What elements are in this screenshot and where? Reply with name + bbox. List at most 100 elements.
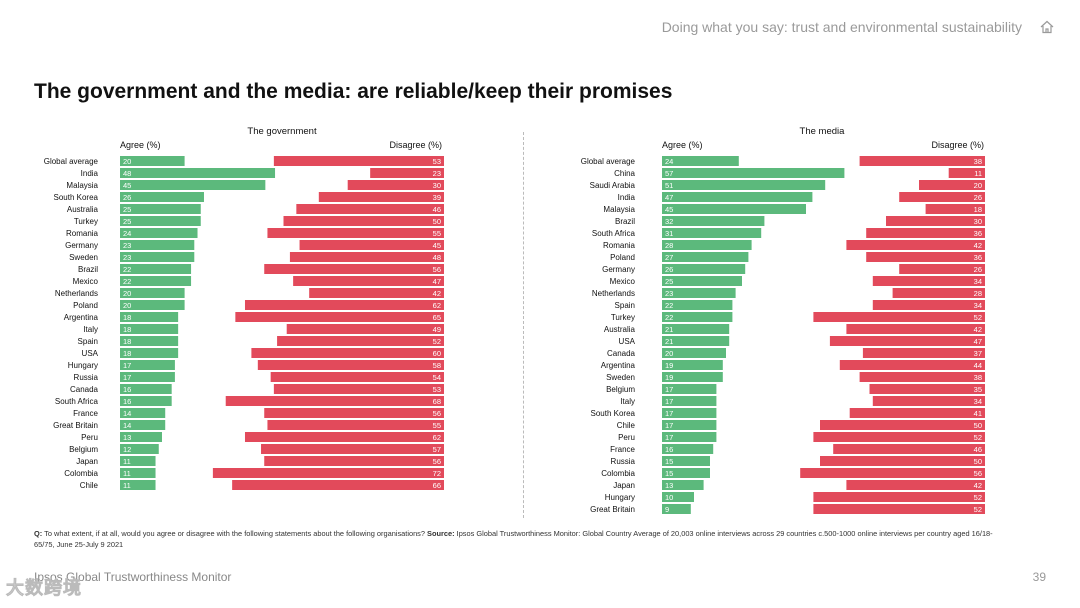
home-icon[interactable] (1040, 20, 1054, 34)
category-label: Russia (611, 457, 636, 466)
agree-bar (662, 252, 749, 262)
agree-bar (662, 396, 717, 406)
category-label: Japan (76, 457, 98, 466)
disagree-value: 30 (974, 217, 982, 226)
agree-value: 17 (123, 361, 131, 370)
disagree-value: 68 (433, 397, 441, 406)
agree-bar (662, 300, 733, 310)
disagree-bar (283, 216, 444, 226)
disagree-bar (347, 180, 444, 190)
disagree-bar (212, 468, 444, 478)
category-label: Belgium (69, 445, 98, 454)
disagree-bar (820, 420, 985, 430)
category-label: India (618, 193, 636, 202)
disagree-value: 46 (974, 445, 982, 454)
disagree-bar (267, 228, 444, 238)
agree-bar (120, 288, 185, 298)
category-label: Malaysia (603, 205, 635, 214)
disagree-axis-label: Disagree (%) (931, 140, 984, 150)
disagree-value: 42 (974, 325, 982, 334)
category-label: Argentina (64, 313, 99, 322)
agree-bar (662, 168, 845, 178)
agree-value: 18 (123, 325, 131, 334)
agree-bar (662, 312, 733, 322)
category-label: Colombia (64, 469, 98, 478)
disagree-bar (235, 312, 444, 322)
agree-axis-label: Agree (%) (120, 140, 161, 150)
disagree-bar (846, 240, 985, 250)
category-label: Germany (602, 265, 635, 274)
agree-value: 22 (123, 265, 131, 274)
disagree-value: 58 (433, 361, 441, 370)
agree-bar (662, 264, 746, 274)
category-label: South Africa (55, 397, 99, 406)
disagree-bar (244, 432, 444, 442)
disagree-bar (318, 192, 444, 202)
agree-value: 17 (665, 397, 673, 406)
agree-value: 25 (123, 217, 131, 226)
agree-bar (120, 300, 185, 310)
disagree-bar (286, 324, 444, 334)
disagree-value: 18 (974, 205, 982, 214)
agree-bar (662, 180, 826, 190)
category-label: Brazil (78, 265, 98, 274)
disagree-bar (257, 360, 444, 370)
disagree-bar (309, 288, 444, 298)
agree-value: 26 (665, 265, 673, 274)
disagree-bar (866, 252, 985, 262)
disagree-value: 20 (974, 181, 982, 190)
agree-bar (662, 444, 714, 454)
disagree-bar (925, 204, 985, 214)
disagree-bar (948, 168, 985, 178)
disagree-value: 37 (974, 349, 982, 358)
agree-value: 27 (665, 253, 673, 262)
disagree-value: 55 (433, 421, 441, 430)
category-label: India (81, 169, 99, 178)
agree-value: 21 (665, 325, 673, 334)
disagree-bar (886, 216, 985, 226)
category-label: Sweden (606, 373, 635, 382)
agree-bar (662, 240, 752, 250)
disagree-bar (846, 480, 985, 490)
agree-bar (120, 180, 266, 190)
question-text: To what extent, if at all, would you agr… (44, 529, 425, 538)
disagree-value: 26 (974, 193, 982, 202)
category-label: Chile (80, 481, 99, 490)
category-label: Spain (78, 337, 98, 346)
disagree-value: 36 (974, 229, 982, 238)
disagree-value: 23 (433, 169, 441, 178)
category-label: Peru (618, 433, 635, 442)
disagree-value: 42 (433, 289, 441, 298)
disagree-value: 47 (433, 277, 441, 286)
disagree-value: 42 (974, 481, 982, 490)
category-label: USA (82, 349, 99, 358)
disagree-bar (919, 180, 985, 190)
category-label: Australia (604, 325, 636, 334)
category-label: Poland (610, 253, 635, 262)
source-text: Ipsos Global Trustworthiness Monitor: Gl… (34, 529, 993, 549)
agree-value: 19 (665, 361, 673, 370)
agree-bar (120, 264, 192, 274)
agree-bar (662, 228, 762, 238)
agree-value: 16 (123, 385, 131, 394)
category-label: South Korea (54, 193, 99, 202)
disagree-value: 28 (974, 289, 982, 298)
watermark: 大数跨境 (6, 578, 82, 599)
disagree-bar (872, 276, 985, 286)
category-label: Sweden (69, 253, 98, 262)
category-label: Colombia (601, 469, 635, 478)
question-label: Q: (34, 529, 43, 538)
agree-value: 57 (665, 169, 673, 178)
disagree-value: 62 (433, 433, 441, 442)
agree-bar (120, 468, 156, 478)
agree-bar (662, 420, 717, 430)
disagree-bar (273, 156, 444, 166)
agree-value: 20 (123, 157, 131, 166)
agree-value: 11 (123, 481, 131, 490)
category-label: Mexico (73, 277, 99, 286)
disagree-bar (270, 372, 444, 382)
agree-bar (662, 504, 691, 514)
agree-value: 11 (123, 457, 131, 466)
agree-bar (120, 324, 179, 334)
disagree-value: 57 (433, 445, 441, 454)
